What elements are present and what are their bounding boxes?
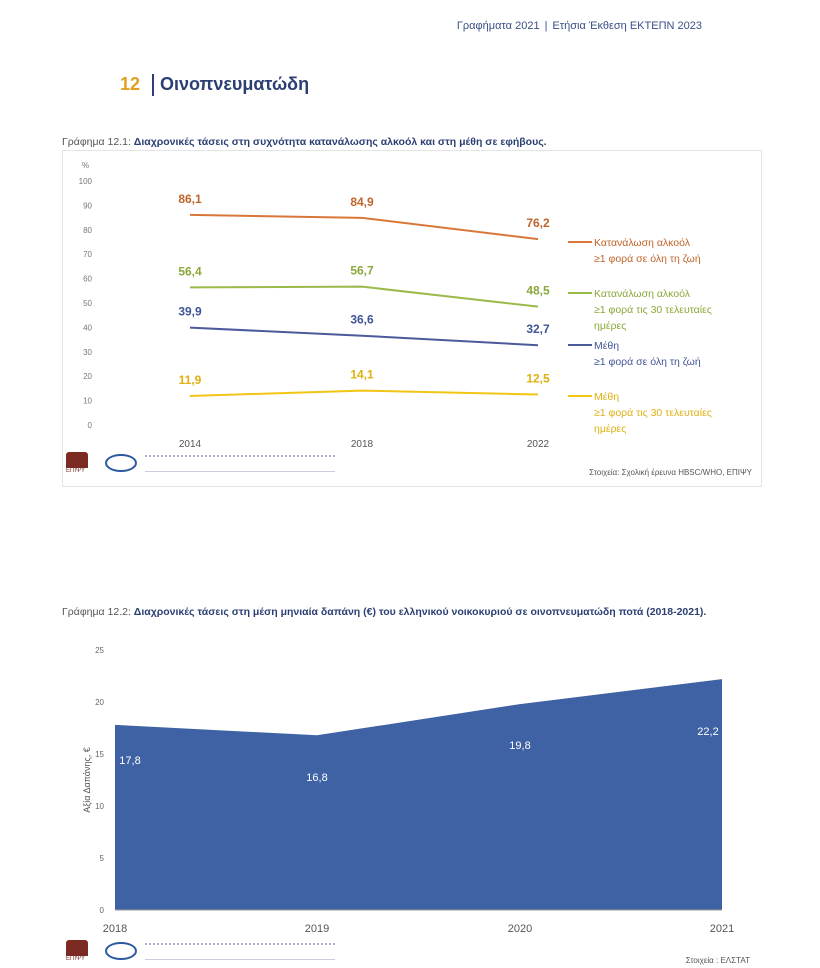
data-label: 56,7 [350, 264, 374, 278]
y-tick-label: 70 [83, 250, 92, 259]
institute-text [145, 455, 335, 472]
y-tick-label: 30 [83, 348, 92, 357]
y-tick-label: 100 [79, 177, 93, 186]
legend-label: ημέρες [594, 423, 626, 435]
x-tick-label: 2019 [305, 923, 329, 935]
y-tick-label: 80 [83, 226, 92, 235]
y-tick-label: 15 [95, 750, 104, 759]
data-label: 12,5 [526, 372, 550, 386]
chapter-number: 12 [120, 74, 141, 94]
y-tick-label: 0 [88, 421, 93, 430]
data-label: 86,1 [178, 192, 202, 206]
data-label: 32,7 [526, 322, 550, 336]
legend-label: Κατανάλωση αλκοόλ [594, 237, 691, 249]
data-label: 17,8 [119, 755, 140, 767]
chart2-source: Στοιχεία : ΕΛΣΤΑΤ [685, 956, 750, 965]
chart1-source: Στοιχεία: Σχολική έρευνα HBSC/WHO, ΕΠΙΨΥ [589, 468, 752, 477]
legend-label: Κατανάλωση αλκοόλ [594, 288, 691, 300]
legend-label: ≥1 φορά σε όλη τη ζωή [594, 253, 701, 265]
legend-label: Μέθη [594, 391, 619, 403]
series-line [189, 389, 539, 397]
epipsy-logo-2: ΕΠΙΨΥ [66, 940, 88, 962]
legend-label: ≥1 φορά σε όλη τη ζωή [594, 356, 701, 368]
data-label: 19,8 [509, 740, 530, 752]
y-tick-label: 50 [83, 299, 92, 308]
legend-label: ≥1 φορά τις 30 τελευταίες [594, 407, 712, 419]
chart1-frame [62, 150, 762, 487]
area-fill [115, 679, 722, 910]
legend-label: Μέθη [594, 340, 619, 352]
y-tick-label: 20 [83, 372, 92, 381]
series-line [189, 326, 539, 347]
data-label: 14,1 [350, 368, 374, 382]
x-tick-label: 2022 [527, 439, 550, 450]
legend-label: ≥1 φορά τις 30 τελευταίες [594, 304, 712, 316]
data-label: 11,9 [179, 373, 202, 387]
header-right: Ετήσια Έκθεση ΕΚΤΕΠΝ 2023 [552, 20, 702, 32]
chapter-title: Οινοπνευματώδη [160, 74, 310, 94]
data-label: 56,4 [178, 264, 202, 278]
data-label: 22,2 [697, 726, 718, 738]
legend-label: ημέρες [594, 320, 626, 332]
y-tick-label: 25 [95, 646, 104, 655]
y-tick-label: 40 [83, 323, 92, 332]
y-tick-label: 0 [100, 906, 105, 915]
x-tick-label: 2014 [179, 439, 202, 450]
y-tick-label: 5 [100, 854, 105, 863]
series-line [189, 213, 539, 241]
chapter-heading: 12 Οινοπνευματώδη [120, 74, 310, 97]
institute-logo [105, 454, 137, 472]
y-axis-label: Αξία Δαπάνης, € [82, 747, 92, 813]
page-header: Γραφήματα 2021 | Ετήσια Έκθεση ΕΚΤΕΠΝ 2023 [456, 20, 702, 32]
data-label: 39,9 [178, 305, 202, 319]
institute-logo-2 [105, 942, 137, 960]
y-tick-label: 10 [95, 802, 104, 811]
x-tick-label: 2020 [508, 923, 532, 935]
data-label: 16,8 [306, 772, 327, 784]
header-left: Γραφήματα 2021 [456, 20, 540, 32]
chart1-title: Γράφημα 12.1: Διαχρονικές τάσεις στη συχ… [62, 136, 547, 148]
y-tick-label: 60 [83, 275, 92, 284]
y-tick-label: 10 [83, 397, 92, 406]
x-tick-label: 2018 [103, 923, 127, 935]
data-label: 76,2 [526, 216, 550, 230]
y-axis-unit: % [82, 161, 89, 170]
chart2-title: Γράφημα 12.2: Διαχρονικές τάσεις στη μέσ… [62, 606, 707, 618]
institute-text-2 [145, 943, 335, 960]
data-label: 48,5 [526, 284, 550, 298]
data-label: 36,6 [350, 313, 374, 327]
y-tick-label: 20 [95, 698, 104, 707]
epipsy-logo: ΕΠΙΨΥ [66, 452, 88, 474]
x-tick-label: 2018 [351, 439, 374, 450]
data-label: 84,9 [350, 195, 374, 209]
x-tick-label: 2021 [710, 923, 734, 935]
series-line [189, 285, 539, 308]
y-tick-label: 90 [83, 201, 92, 210]
